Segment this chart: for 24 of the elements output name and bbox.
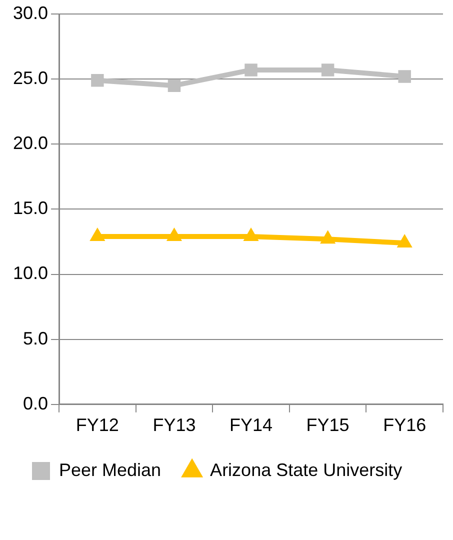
y-tick-label: 20.0 xyxy=(12,133,48,154)
y-tick-label: 10.0 xyxy=(12,263,48,284)
x-tick-label: FY13 xyxy=(152,415,196,436)
y-tick-label: 5.0 xyxy=(23,328,48,348)
y-tick-label: 25.0 xyxy=(12,68,48,88)
point xyxy=(321,64,334,76)
y-tick-label: 0.0 xyxy=(23,393,48,414)
point xyxy=(243,228,259,242)
x-tick-label: FY15 xyxy=(306,415,350,436)
x-tick-label: FY12 xyxy=(76,415,119,436)
point xyxy=(320,230,336,244)
legend-label: Peer Median xyxy=(59,460,162,480)
point xyxy=(398,70,411,83)
point xyxy=(166,228,182,242)
point xyxy=(396,234,412,248)
x-tick-label: FY14 xyxy=(230,415,273,436)
y-tick-label: 30.0 xyxy=(12,2,48,23)
point xyxy=(91,74,104,87)
x-tick-label: FY16 xyxy=(383,415,426,436)
point xyxy=(90,228,106,242)
y-tick-label: 15.0 xyxy=(12,198,48,218)
point xyxy=(168,79,181,92)
point xyxy=(244,64,258,76)
legend-label: Arizona State University xyxy=(210,460,402,480)
